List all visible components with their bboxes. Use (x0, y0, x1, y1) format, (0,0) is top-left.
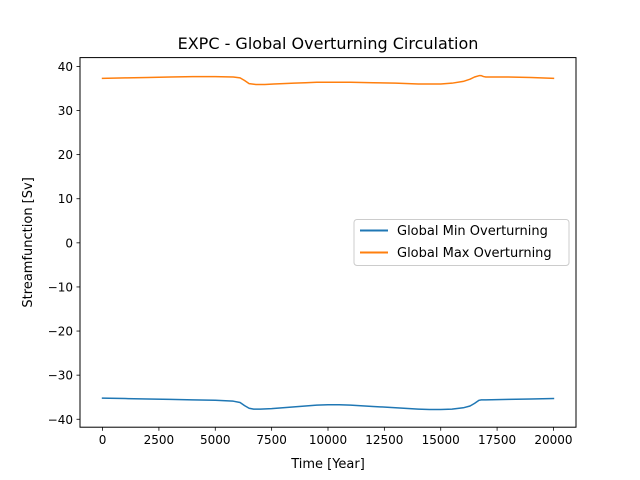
y-tick-label: 30 (58, 104, 73, 118)
y-tick-label: 40 (58, 60, 73, 74)
x-tick-label: 12500 (365, 433, 403, 447)
y-axis: −40 −30 −20 −10 0 10 20 30 40 (48, 60, 80, 427)
chart-title: EXPC - Global Overturning Circulation (178, 34, 479, 53)
legend: Global Min Overturning Global Max Overtu… (353, 219, 570, 266)
x-axis-label: Time [Year] (290, 457, 365, 472)
x-tick-label: 17500 (478, 433, 516, 447)
x-tick-label: 2500 (144, 433, 175, 447)
y-tick-label: 0 (65, 236, 73, 250)
x-tick-label: 20000 (534, 433, 572, 447)
y-tick-label: −10 (48, 280, 73, 294)
y-tick-label: −40 (48, 413, 73, 427)
y-tick-label: 10 (58, 192, 73, 206)
y-axis-label: Streamfunction [Sv] (21, 177, 36, 307)
x-tick-label: 0 (99, 433, 107, 447)
x-tick-label: 15000 (422, 433, 460, 447)
x-tick-label: 7500 (256, 433, 287, 447)
series-line-global-max (101, 74, 555, 86)
series-line-global-min (101, 397, 555, 411)
y-tick-label: −30 (48, 369, 73, 383)
plot-series (101, 74, 555, 411)
x-tick-label: 10000 (309, 433, 347, 447)
y-tick-label: −20 (48, 325, 73, 339)
legend-label-max: Global Max Overturning (397, 246, 552, 261)
x-axis: 0 2500 5000 7500 10000 12500 15000 17500 20000 (99, 427, 573, 447)
y-tick-label: 20 (58, 148, 73, 162)
legend-label-min: Global Min Overturning (397, 224, 548, 239)
x-tick-label: 5000 (200, 433, 231, 447)
legend-box (353, 219, 570, 266)
